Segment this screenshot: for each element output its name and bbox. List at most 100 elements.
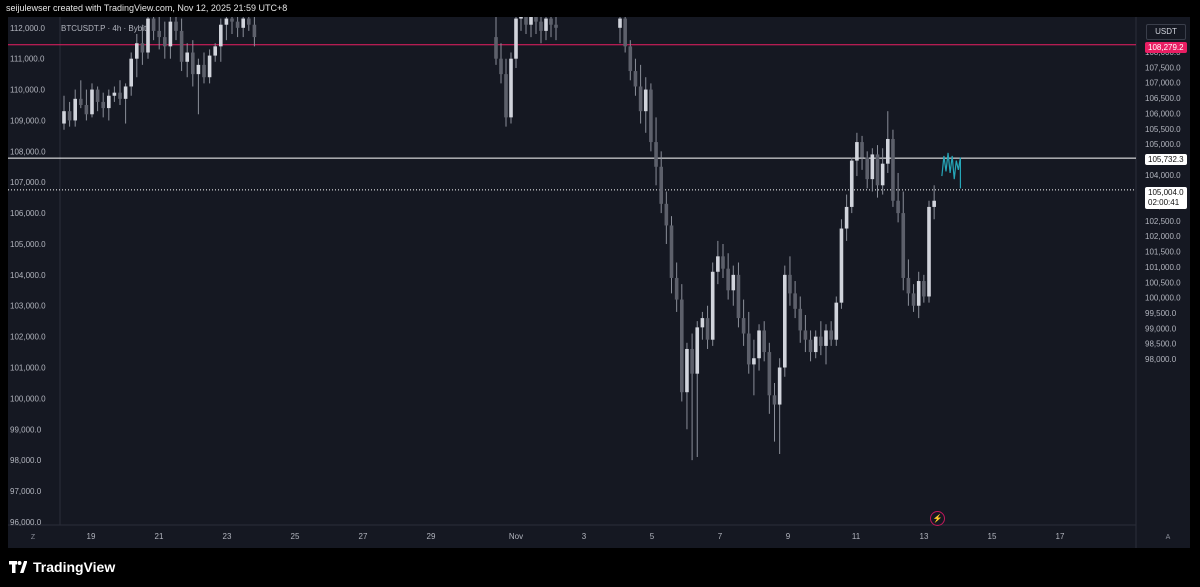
footer-brand-text: TradingView <box>33 559 116 575</box>
candle-body <box>539 21 543 31</box>
candle <box>922 274 926 303</box>
candle <box>891 129 895 207</box>
candle <box>185 43 189 78</box>
candle <box>793 281 797 319</box>
candle <box>777 358 782 454</box>
candle <box>84 89 89 121</box>
candle-body <box>129 58 133 87</box>
candle-body <box>514 18 518 59</box>
candle <box>62 95 66 130</box>
candle-body <box>84 105 89 115</box>
right-axis-tick-label: 105,000.0 <box>1145 140 1181 149</box>
candle <box>829 321 833 346</box>
candle <box>855 132 859 177</box>
candle-body <box>224 18 229 25</box>
candle-body <box>916 281 921 306</box>
candle <box>680 284 684 402</box>
candle-body <box>101 101 105 109</box>
candle-body <box>736 274 741 319</box>
candle <box>819 321 823 356</box>
chart-area[interactable]: BTCUSDT.P · 4h · Bybit 112,000.0 111,000.… <box>8 17 1190 548</box>
candle-body <box>62 111 66 124</box>
candle-body <box>716 256 720 272</box>
candle-body <box>95 89 100 102</box>
candle-body <box>911 293 916 306</box>
candle <box>101 92 105 118</box>
currency-selector[interactable]: USDT <box>1146 24 1186 40</box>
right-axis-tick-label: 106,500.0 <box>1145 94 1181 103</box>
right-axis-tick-label: 99,000.0 <box>1145 324 1177 333</box>
candle <box>685 342 689 430</box>
left-axis-tick-label: 96,000.0 <box>10 518 42 527</box>
candle <box>638 64 643 124</box>
candle <box>519 17 523 31</box>
candle-body <box>654 142 658 167</box>
candle <box>554 17 558 41</box>
candle-body <box>213 46 217 56</box>
time-axis-label: 23 <box>223 532 232 541</box>
candle-body <box>509 58 513 118</box>
time-axis-label: 29 <box>427 532 436 541</box>
candle <box>695 321 700 458</box>
price-chart[interactable]: BTCUSDT.P · 4h · Bybit 112,000.0 111,000.… <box>8 17 1190 548</box>
candle <box>252 17 257 47</box>
time-axis-label: 27 <box>359 532 368 541</box>
candle-body <box>710 271 715 340</box>
left-axis-tick-label: 104,000.0 <box>10 271 46 280</box>
candle-body <box>767 352 772 396</box>
auto-scale-button[interactable]: A <box>1165 534 1171 541</box>
left-axis-tick-label: 97,000.0 <box>10 487 42 496</box>
candle-body <box>803 330 808 340</box>
right-axis-tick-label: 99,500.0 <box>1145 309 1177 318</box>
candle-body <box>79 98 83 106</box>
candle <box>649 83 653 152</box>
candle-body <box>721 256 725 269</box>
candle <box>911 284 916 312</box>
candle <box>757 324 761 371</box>
candle <box>783 265 787 377</box>
candle <box>844 194 849 241</box>
candle <box>865 151 869 189</box>
candle <box>107 89 111 121</box>
candle-body <box>112 92 117 96</box>
candle-body <box>191 52 195 75</box>
candle-body <box>196 64 201 75</box>
chart-legend: BTCUSDT.P · 4h · Bybit <box>61 24 147 33</box>
candle-body <box>529 17 533 25</box>
candle-body <box>824 330 828 346</box>
time-axis-label: 21 <box>155 532 164 541</box>
right-axis-tick-label: 101,500.0 <box>1145 248 1181 257</box>
candle-body <box>140 43 145 53</box>
candle <box>140 24 145 65</box>
zoom-reset-button[interactable]: Z <box>30 534 36 541</box>
candle <box>118 80 122 106</box>
candle-body <box>519 17 523 19</box>
candle <box>112 86 117 102</box>
candle <box>633 58 638 96</box>
candle <box>623 17 627 53</box>
right-axis-tick-label: 98,500.0 <box>1145 340 1177 349</box>
candle <box>839 219 844 309</box>
left-axis-tick-label: 98,000.0 <box>10 456 42 465</box>
candle-body <box>135 43 139 59</box>
right-axis-tick-label: 101,000.0 <box>1145 263 1181 272</box>
candle <box>123 83 128 124</box>
candle-body <box>839 228 844 303</box>
candle <box>834 296 839 346</box>
candle-body <box>241 18 245 28</box>
candle-body <box>252 24 257 38</box>
last-price-tag: 105,004.0 02:00:41 <box>1145 187 1187 209</box>
left-axis-tick-label: 110,000.0 <box>10 86 46 95</box>
lightning-icon[interactable]: ⚡ <box>930 511 945 526</box>
red-level-price-tag: 108,279.2 <box>1145 42 1187 53</box>
candle <box>618 17 622 44</box>
candle <box>235 17 240 38</box>
candle-body <box>865 157 869 180</box>
candle-body <box>544 18 548 31</box>
candle-body <box>73 98 77 121</box>
candle <box>849 157 854 214</box>
left-axis-tick-label: 102,000.0 <box>10 333 46 342</box>
left-axis-tick-label: 111,000.0 <box>10 55 45 64</box>
time-axis-label: 9 <box>786 532 791 541</box>
candle <box>906 259 911 306</box>
